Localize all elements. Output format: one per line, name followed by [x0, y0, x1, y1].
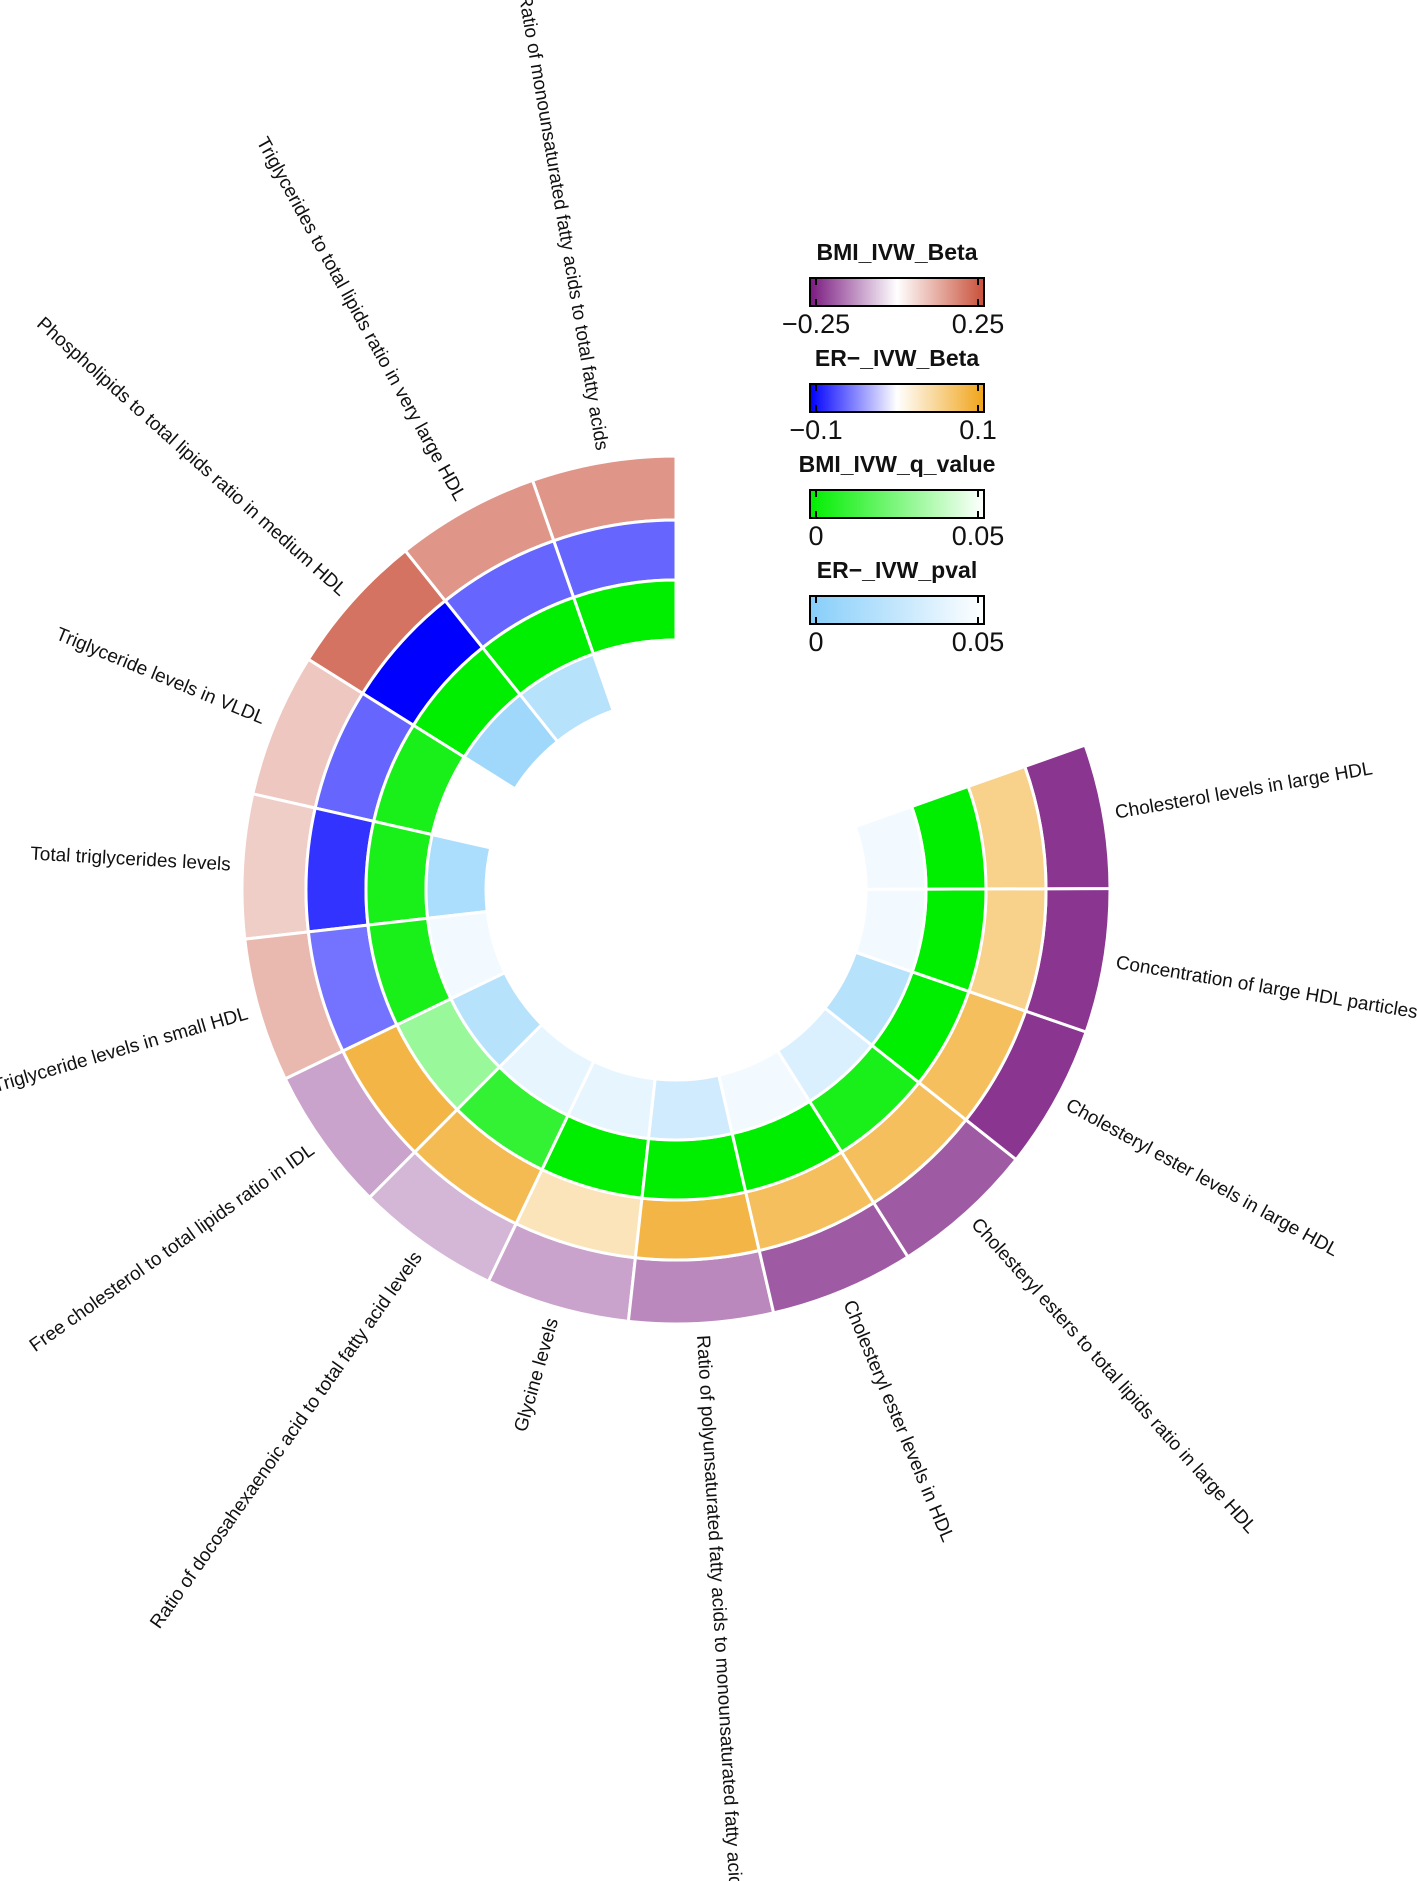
legend-title: ER−_IVW_Beta	[815, 345, 979, 371]
heatmap-cell	[853, 804, 928, 891]
legend-tick-label: 0.25	[952, 309, 1005, 339]
sector-label: Triglycerides to total lipids ratio in v…	[252, 134, 470, 505]
sector-label: Ratio of polyunsaturated fatty acids to …	[692, 1335, 746, 1881]
sector-label: Cholesteryl esters to total lipids ratio…	[967, 1214, 1261, 1537]
sector-label: Ratio of docosahexaenoic acid to total f…	[146, 1248, 426, 1633]
heatmap-cell	[304, 806, 376, 934]
sector-label: Ratio of monounsaturated fatty acids to …	[514, 0, 612, 452]
sector-label: Triglyceride levels in VLDL	[53, 624, 268, 729]
legend-tick-label: −0.25	[782, 309, 850, 339]
sector-label: Concentration of large HDL particles	[1114, 952, 1417, 1023]
legend-bar	[809, 383, 985, 413]
sector-label: Free cholesterol to total lipids ratio i…	[26, 1140, 319, 1357]
legend-bar	[809, 277, 985, 307]
heatmap-cell	[424, 832, 493, 920]
sector-label: Glycine levels	[511, 1316, 563, 1434]
legend-tick-label: 0	[808, 627, 823, 657]
heatmap-cell	[633, 1190, 762, 1262]
legend-title: BMI_IVW_Beta	[816, 239, 977, 265]
legend-tick-label: 0.05	[952, 627, 1005, 657]
sector-label: Cholesterol levels in large HDL	[1114, 758, 1375, 823]
legend-tick-label: 0.05	[952, 521, 1005, 551]
legend-tick-label: −0.1	[789, 415, 842, 445]
sector-label: Triglyceride levels in small HDL	[0, 1004, 250, 1098]
heatmap-cell	[626, 1248, 776, 1326]
legend-tick-label: 0.1	[959, 415, 997, 445]
legend-bar	[809, 489, 985, 519]
legend-tick-label: 0	[808, 521, 823, 551]
sector-label: Cholesteryl ester levels in HDL	[839, 1297, 958, 1545]
legend-title: BMI_IVW_q_value	[799, 451, 996, 477]
heatmap-cell	[240, 792, 317, 941]
heatmap-cell	[640, 1131, 748, 1202]
sector-label: Total triglycerides levels	[30, 843, 231, 875]
legend-bar	[809, 595, 985, 625]
legend-title: ER−_IVW_pval	[817, 557, 977, 583]
heatmap-cell	[364, 819, 435, 927]
sector-label: Phospholipids to total lipids ratio in m…	[32, 313, 350, 600]
sector-label: Cholesteryl ester levels in large HDL	[1062, 1095, 1342, 1261]
